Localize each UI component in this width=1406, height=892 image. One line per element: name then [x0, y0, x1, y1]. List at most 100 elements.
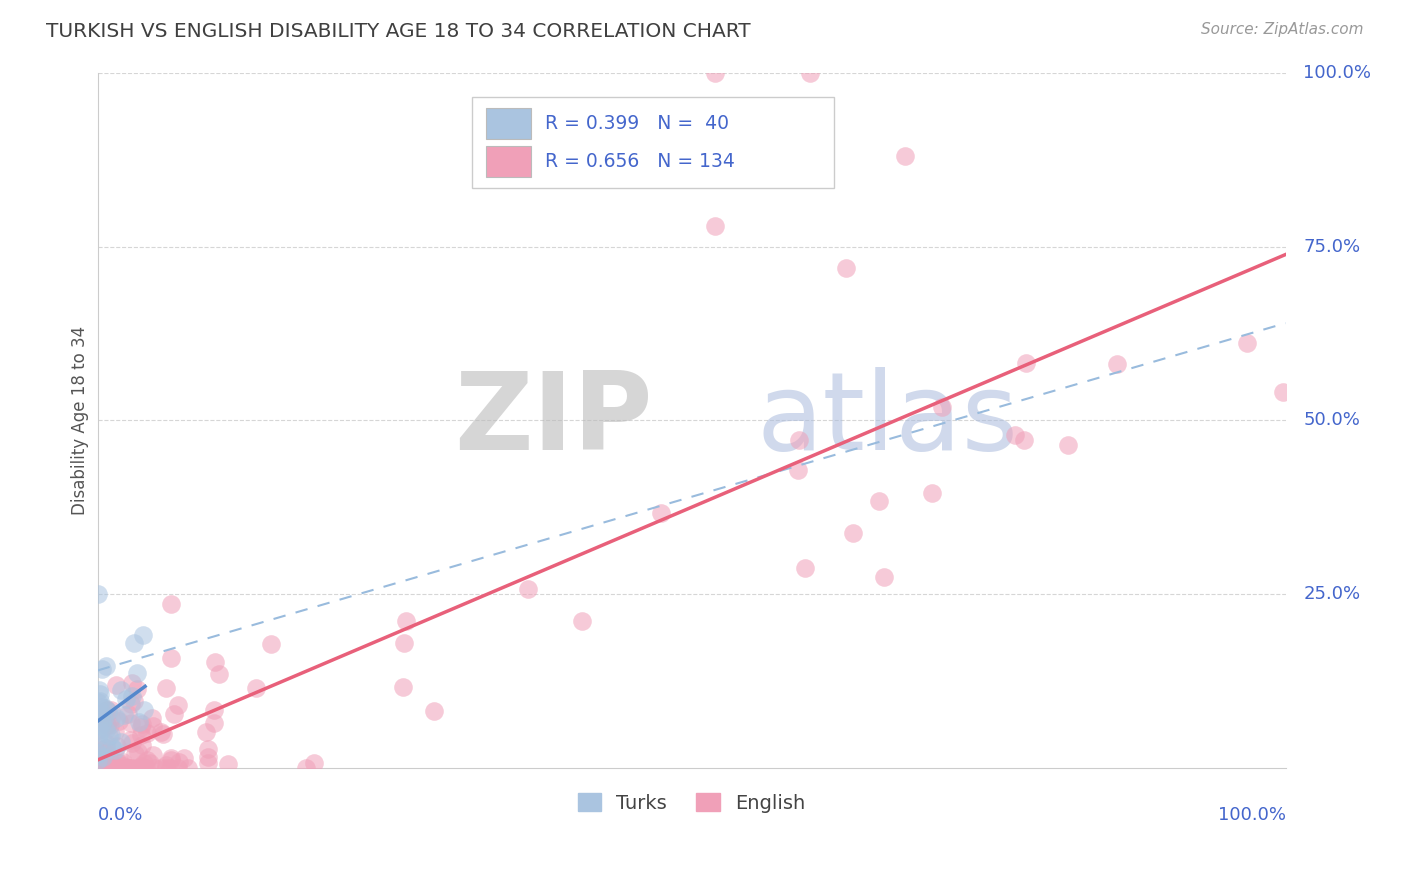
- Point: [1014, 434, 1036, 448]
- Text: R = 0.399   N =  40: R = 0.399 N = 40: [546, 114, 730, 133]
- Point: [134, 703, 156, 717]
- Point: [650, 506, 672, 520]
- Point: [160, 751, 183, 765]
- Point: [110, 682, 132, 697]
- Point: [121, 675, 143, 690]
- Legend: Turks, English: Turks, English: [569, 786, 813, 821]
- Text: ZIP: ZIP: [454, 368, 652, 474]
- Point: [160, 651, 183, 665]
- Point: [86, 747, 108, 762]
- Text: atlas: atlas: [756, 368, 1019, 474]
- Point: [121, 761, 143, 775]
- Point: [295, 761, 318, 775]
- Point: [87, 730, 110, 744]
- Point: [87, 695, 110, 709]
- Point: [152, 727, 174, 741]
- Point: [167, 756, 190, 770]
- Point: [101, 757, 124, 772]
- Point: [105, 739, 128, 754]
- Point: [392, 680, 415, 694]
- Point: [173, 750, 195, 764]
- Point: [799, 66, 821, 80]
- Point: [894, 149, 917, 163]
- Point: [921, 486, 943, 500]
- Point: [120, 732, 142, 747]
- Text: 75.0%: 75.0%: [1303, 238, 1361, 256]
- Point: [155, 681, 177, 696]
- Y-axis label: Disability Age 18 to 34: Disability Age 18 to 34: [72, 326, 89, 515]
- Point: [204, 703, 226, 717]
- Point: [166, 761, 188, 775]
- Point: [104, 761, 127, 775]
- Point: [87, 705, 110, 719]
- Point: [90, 705, 112, 719]
- Point: [197, 756, 219, 771]
- Point: [1271, 384, 1294, 399]
- Point: [868, 493, 890, 508]
- Point: [131, 738, 153, 752]
- Text: 0.0%: 0.0%: [97, 805, 143, 824]
- Point: [129, 759, 152, 773]
- Point: [117, 761, 139, 775]
- Point: [112, 708, 135, 723]
- Point: [105, 678, 128, 692]
- Point: [94, 746, 117, 760]
- Point: [97, 704, 120, 718]
- Point: [86, 587, 108, 601]
- Point: [108, 714, 131, 728]
- Point: [94, 741, 117, 756]
- Point: [107, 761, 129, 775]
- Point: [204, 656, 226, 670]
- Point: [160, 597, 183, 611]
- Point: [124, 635, 146, 649]
- FancyBboxPatch shape: [472, 97, 834, 187]
- Point: [395, 615, 418, 629]
- Point: [121, 736, 143, 750]
- Point: [90, 761, 112, 775]
- Point: [931, 400, 953, 414]
- Point: [86, 761, 108, 775]
- Point: [107, 756, 129, 770]
- Point: [197, 742, 219, 756]
- Point: [127, 745, 149, 759]
- Point: [90, 700, 112, 714]
- Point: [97, 761, 120, 775]
- Point: [91, 761, 114, 775]
- Point: [167, 698, 190, 712]
- Text: Source: ZipAtlas.com: Source: ZipAtlas.com: [1201, 22, 1364, 37]
- Point: [89, 759, 111, 773]
- Text: 100.0%: 100.0%: [1303, 64, 1371, 82]
- Point: [89, 687, 111, 701]
- Point: [100, 728, 122, 742]
- Point: [124, 694, 146, 708]
- Point: [114, 761, 136, 775]
- Point: [394, 636, 416, 650]
- Point: [129, 728, 152, 742]
- Point: [87, 753, 110, 767]
- Point: [163, 706, 186, 721]
- Point: [129, 720, 152, 734]
- Point: [89, 694, 111, 708]
- Point: [260, 637, 283, 651]
- Point: [96, 718, 118, 732]
- Point: [155, 761, 177, 775]
- Point: [94, 761, 117, 775]
- Point: [96, 736, 118, 750]
- Text: 100.0%: 100.0%: [1218, 805, 1285, 824]
- Point: [1105, 357, 1128, 371]
- Point: [160, 754, 183, 768]
- Point: [143, 761, 166, 775]
- Point: [105, 711, 128, 725]
- Point: [101, 740, 124, 755]
- Point: [121, 689, 143, 703]
- Point: [793, 560, 815, 574]
- Point: [87, 682, 110, 697]
- Point: [129, 761, 152, 775]
- Point: [704, 66, 727, 80]
- Point: [159, 761, 181, 775]
- Point: [217, 756, 239, 771]
- Point: [155, 757, 177, 772]
- Point: [141, 711, 163, 725]
- Point: [194, 725, 217, 739]
- Point: [91, 761, 114, 775]
